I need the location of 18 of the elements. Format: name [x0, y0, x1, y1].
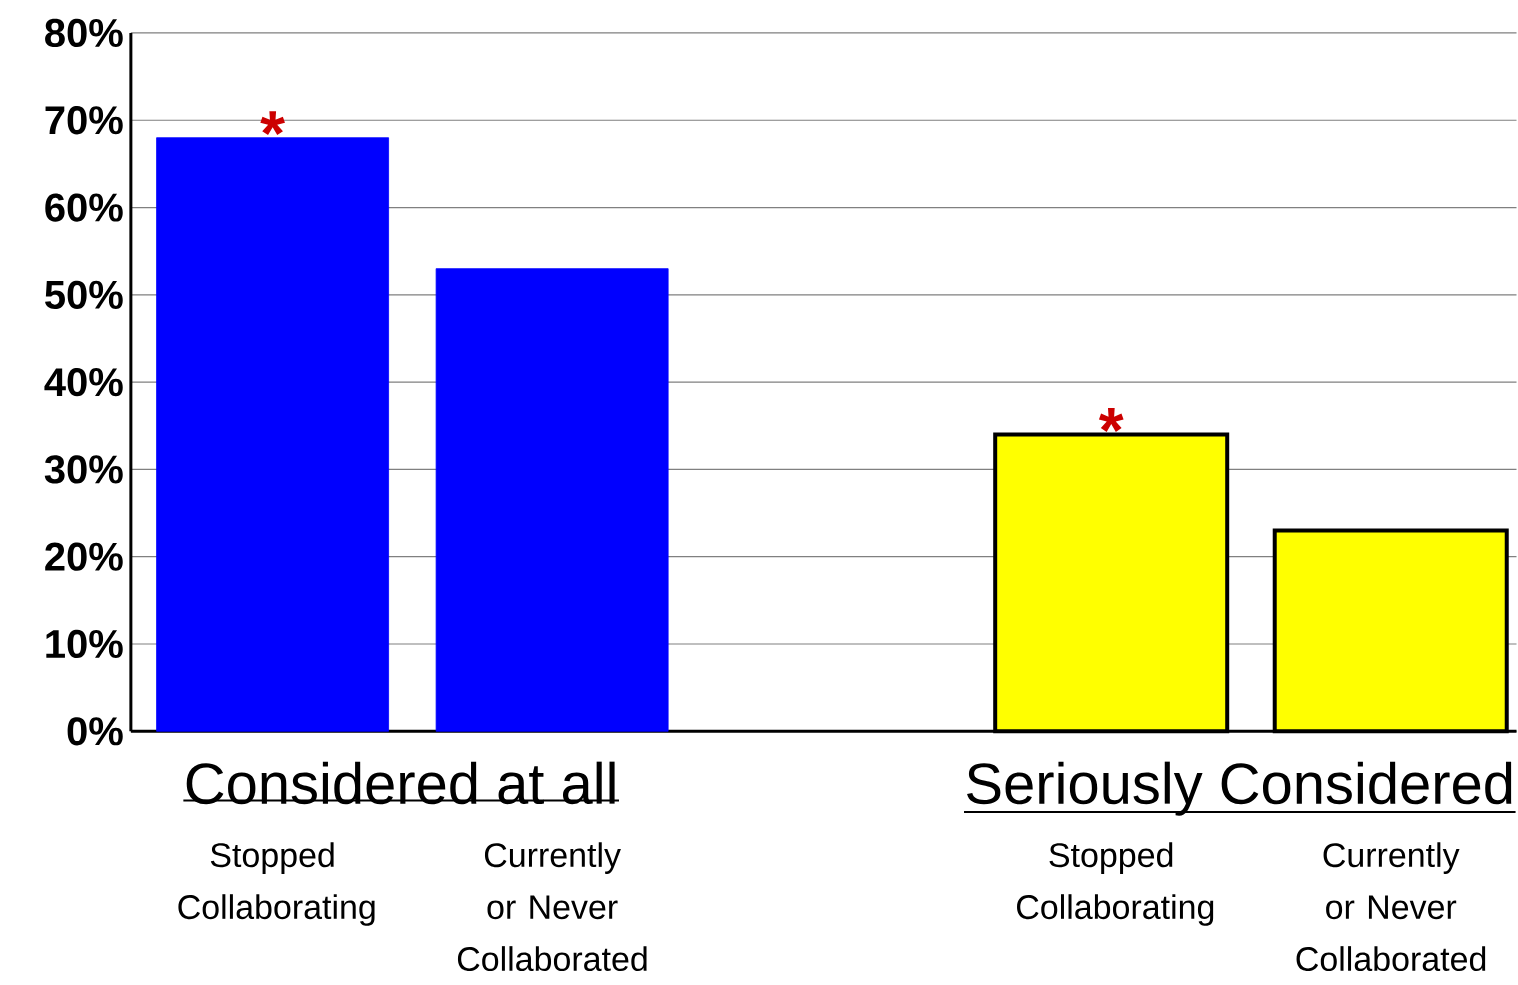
y-tick-label: 50% — [45, 280, 123, 309]
y-tick-label: 0% — [67, 717, 123, 746]
bar — [156, 137, 389, 732]
x-tick-label: Stopped Collaborating — [178, 842, 375, 926]
text: Seriously Considered — [967, 761, 1512, 816]
data-label: * — [260, 111, 285, 136]
x-tick-label: Currently or Never Collaborated — [1296, 842, 1486, 972]
y-tick-label: 40% — [44, 367, 123, 397]
y-tick-label: 30% — [44, 455, 123, 484]
x-tick-label: Stopped Collaborating — [1017, 842, 1214, 926]
x-tick-label: Currently or Never Collaborated — [457, 842, 647, 972]
y-tick-label: 20% — [45, 542, 123, 571]
y-tick-label: 70% — [45, 106, 123, 135]
bar — [435, 268, 669, 732]
y-tick-label: 10% — [46, 629, 123, 659]
y-tick-label: 80% — [45, 18, 123, 48]
data-label: * — [1098, 408, 1124, 432]
y-tick-label: 60% — [45, 193, 123, 222]
